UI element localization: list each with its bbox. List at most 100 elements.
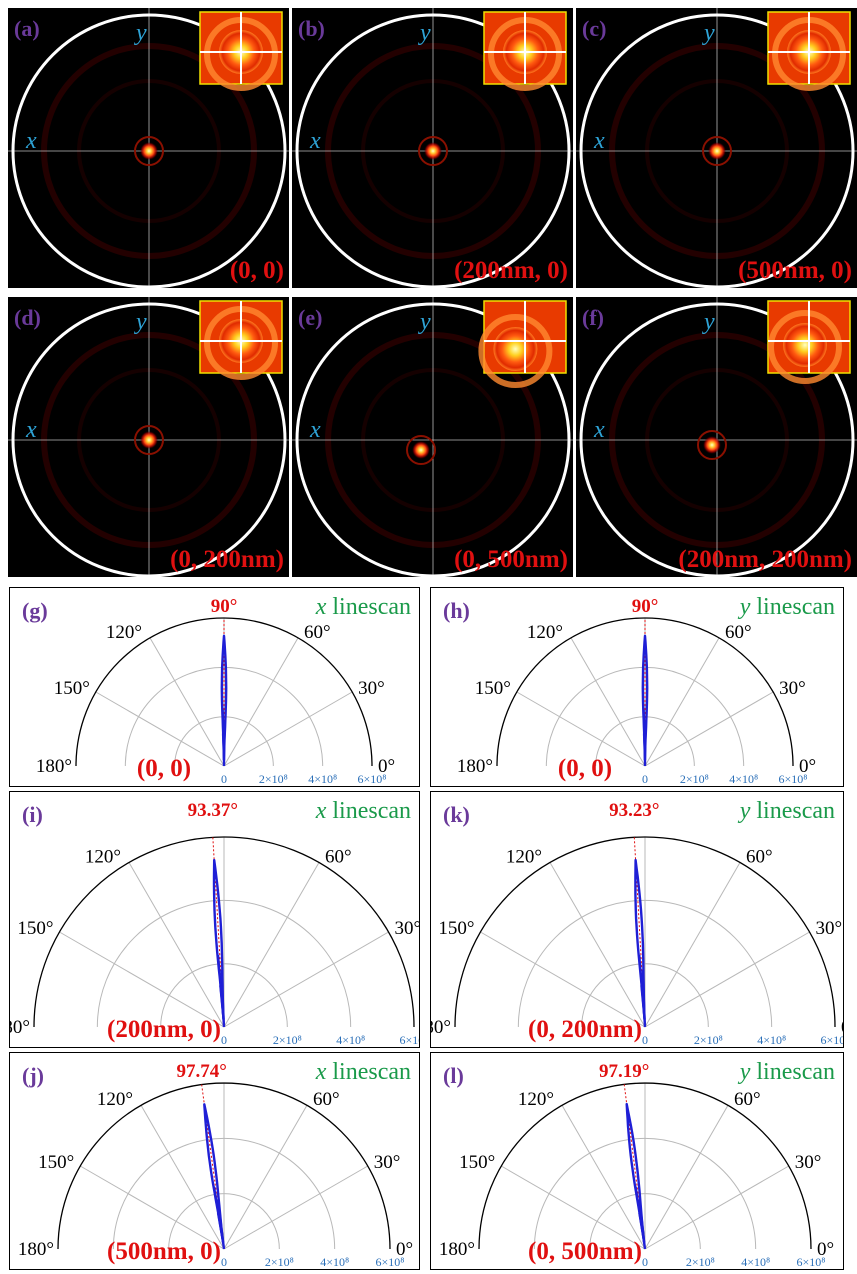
angle-label: 180° bbox=[10, 1017, 30, 1038]
linescan-label: y linescan bbox=[738, 798, 835, 824]
focal-spot bbox=[424, 142, 442, 160]
peak-angle-label: 97.19° bbox=[599, 1061, 649, 1082]
angle-label: 150° bbox=[459, 1152, 495, 1173]
scan-axis: y bbox=[738, 1059, 751, 1085]
radial-tick-label: 0 bbox=[221, 1033, 227, 1047]
position-label: (0, 0) bbox=[230, 257, 284, 284]
radial-tick-label: 0 bbox=[642, 772, 648, 786]
angle-label: 60° bbox=[734, 1089, 761, 1110]
angle-label: 30° bbox=[816, 918, 843, 939]
scan-word: linescan bbox=[326, 594, 411, 620]
panel-label: (d) bbox=[14, 305, 41, 330]
angle-label: 0° bbox=[378, 756, 395, 777]
y-axis-label: y bbox=[702, 309, 715, 335]
pupil-circle bbox=[11, 302, 287, 577]
angle-label: 0° bbox=[396, 1239, 413, 1260]
panel-label: (g) bbox=[22, 598, 48, 623]
pupil-circle bbox=[295, 302, 571, 577]
peak-angle-label: 97.74° bbox=[176, 1061, 226, 1082]
polar-plot: 180° 150° 120° 60° 30° 0° 0 2×10⁸ 4×10⁸ 6×10⁸ (l) 9… bbox=[430, 1052, 844, 1270]
focal-spot bbox=[412, 441, 430, 459]
angle-label: 120° bbox=[506, 846, 542, 867]
x-axis-label: x bbox=[593, 128, 605, 154]
focal-spot bbox=[140, 431, 158, 449]
pupil-circle bbox=[579, 13, 855, 288]
angle-label: 0° bbox=[841, 1017, 844, 1038]
psf-panel: (a) y x (0, 0) bbox=[8, 8, 289, 288]
radial-tick-label: 6×10⁸ bbox=[821, 1033, 844, 1047]
angle-label: 30° bbox=[779, 678, 806, 699]
angle-label: 0° bbox=[817, 1239, 834, 1260]
angle-label: 150° bbox=[54, 678, 90, 699]
radial-tick-label: 4×10⁸ bbox=[729, 772, 758, 786]
position-label: (0, 500nm) bbox=[454, 546, 568, 573]
angle-label: 30° bbox=[358, 678, 385, 699]
panel-label: (e) bbox=[298, 305, 322, 330]
peak-angle-label: 93.37° bbox=[188, 800, 238, 821]
psf-panel: (b) y x (200nm, 0) bbox=[292, 8, 573, 288]
radial-tick-label: 4×10⁸ bbox=[336, 1033, 365, 1047]
angle-label: 0° bbox=[799, 756, 816, 777]
scan-axis: y bbox=[738, 798, 751, 824]
angle-label: 120° bbox=[518, 1089, 554, 1110]
x-axis-label: x bbox=[593, 417, 605, 443]
scan-axis: y bbox=[738, 594, 751, 620]
psf-panel: (c) y x (500nm, 0) bbox=[576, 8, 857, 288]
peak-angle-label: 90° bbox=[632, 596, 659, 617]
y-axis-label: y bbox=[418, 20, 431, 46]
scan-axis: x bbox=[315, 1059, 327, 1085]
angle-label: 60° bbox=[746, 846, 773, 867]
radial-tick-label: 0 bbox=[642, 1033, 648, 1047]
x-axis-label: x bbox=[25, 128, 37, 154]
x-axis-label: x bbox=[309, 128, 321, 154]
radial-tick-label: 2×10⁸ bbox=[686, 1255, 715, 1269]
side-lobe bbox=[642, 733, 647, 761]
radial-tick-label: 4×10⁸ bbox=[320, 1255, 349, 1269]
position-label: (500nm, 0) bbox=[107, 1238, 221, 1265]
angle-label: 60° bbox=[325, 846, 352, 867]
panel-label: (f) bbox=[582, 305, 604, 330]
scan-axis: x bbox=[315, 594, 327, 620]
radial-tick-label: 2×10⁸ bbox=[265, 1255, 294, 1269]
radial-tick-label: 6×10⁸ bbox=[358, 772, 387, 786]
angle-label: 150° bbox=[17, 918, 53, 939]
angle-label: 150° bbox=[438, 918, 474, 939]
position-label: (0, 200nm) bbox=[528, 1016, 642, 1043]
panel-label: (h) bbox=[443, 598, 470, 623]
scan-word: linescan bbox=[750, 798, 835, 824]
angle-label: 60° bbox=[313, 1089, 340, 1110]
polar-plot: 180° 150° 120° 60° 30° 0° 0 2×10⁸ 4×10⁸ 6×10⁸ (h) 9… bbox=[430, 587, 844, 787]
radial-tick-label: 4×10⁸ bbox=[308, 772, 337, 786]
angle-label: 180° bbox=[431, 1017, 451, 1038]
linescan-label: x linescan bbox=[315, 1059, 411, 1085]
position-label: (0, 0) bbox=[558, 755, 612, 782]
peak-angle-label: 90° bbox=[211, 596, 238, 617]
panel-label: (c) bbox=[582, 16, 606, 41]
panel-label: (b) bbox=[298, 16, 325, 41]
side-lobe bbox=[221, 733, 226, 761]
position-label: (200nm, 200nm) bbox=[678, 546, 852, 573]
radial-tick-label: 6×10⁸ bbox=[797, 1255, 826, 1269]
radial-tick-label: 4×10⁸ bbox=[741, 1255, 770, 1269]
position-label: (0, 200nm) bbox=[170, 546, 284, 573]
radial-tick-label: 6×10⁸ bbox=[376, 1255, 405, 1269]
scan-word: linescan bbox=[750, 1059, 835, 1085]
position-label: (200nm, 0) bbox=[454, 257, 568, 284]
linescan-label: y linescan bbox=[738, 594, 835, 620]
radial-tick-label: 2×10⁸ bbox=[273, 1033, 302, 1047]
angle-label: 180° bbox=[18, 1239, 54, 1260]
radial-tick-label: 0 bbox=[221, 772, 227, 786]
scan-word: linescan bbox=[326, 798, 411, 824]
focal-spot bbox=[708, 142, 726, 160]
panel-label: (l) bbox=[443, 1063, 464, 1088]
position-label: (500nm, 0) bbox=[738, 257, 852, 284]
radial-tick-label: 2×10⁸ bbox=[694, 1033, 723, 1047]
angle-label: 60° bbox=[304, 622, 331, 643]
linescan-label: y linescan bbox=[738, 1059, 835, 1085]
side-lobe bbox=[216, 1212, 225, 1243]
position-label: (0, 0) bbox=[137, 755, 191, 782]
psf-panel: (d) y x (0, 200nm) bbox=[8, 297, 289, 577]
linescan-label: x linescan bbox=[315, 798, 411, 824]
radial-tick-label: 6×10⁸ bbox=[400, 1033, 420, 1047]
panel-label: (i) bbox=[22, 802, 43, 827]
